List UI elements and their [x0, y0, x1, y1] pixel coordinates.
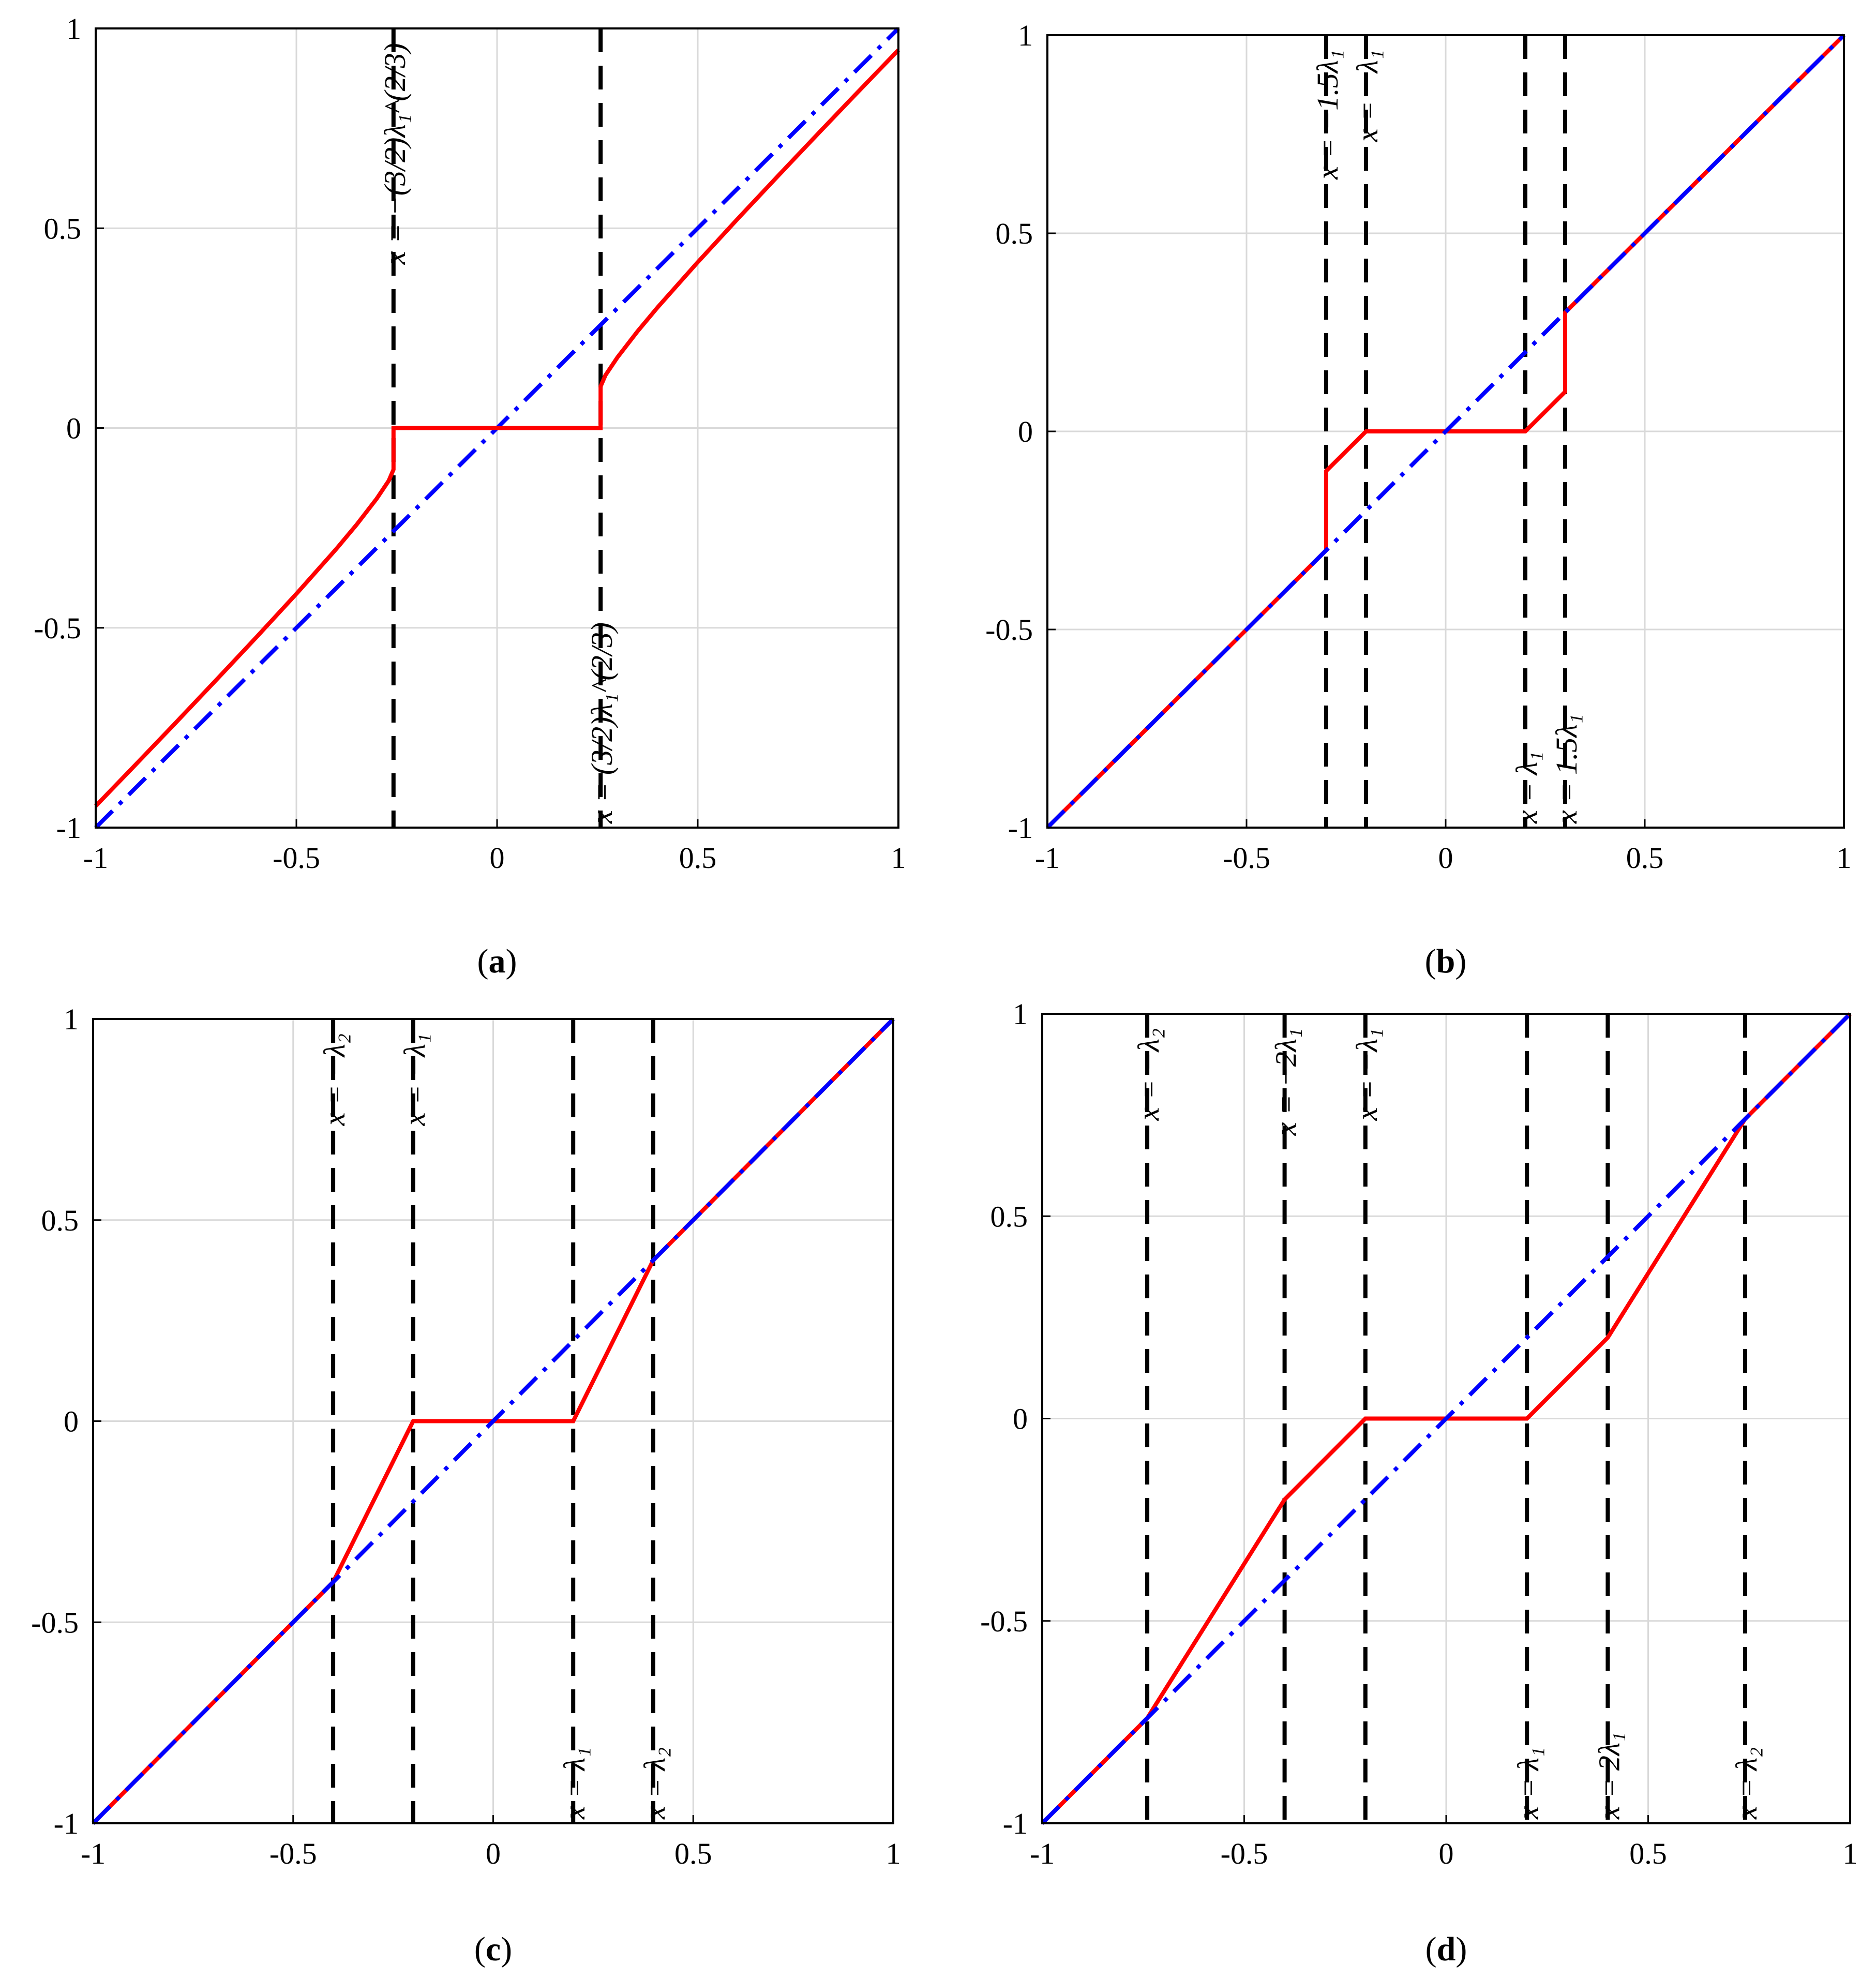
panel-a: -1-1 -0.5 -0.5 0 0 0.5 0.5 1 1 x = −(3/2)λ₁^(2/3)… — [34, 12, 906, 980]
x-tick-label: 0.5 — [1626, 841, 1664, 875]
y-tick-label: -0.5 — [34, 611, 81, 645]
threshold-label: x = λ₂ — [1730, 1747, 1763, 1820]
x-tick-label: -0.5 — [269, 1837, 317, 1870]
x-tick-label: -1 — [1030, 1837, 1055, 1870]
threshold-label: x = −1.5λ₁ — [1311, 50, 1344, 180]
x-tick-label: 1 — [1837, 841, 1852, 875]
x-tick-label: 0.5 — [1629, 1837, 1667, 1870]
x-tick-label: 1 — [891, 841, 906, 875]
x-tick-label: -0.5 — [1223, 841, 1270, 875]
y-tick-label: 0.5 — [41, 1204, 79, 1237]
y-tick-label: 0 — [1013, 1402, 1028, 1436]
threshold-label: x = −λ₁ — [1350, 50, 1384, 142]
x-tick-label: -1 — [1035, 841, 1060, 875]
y-tick-label: -1 — [56, 811, 81, 845]
y-tick-label: -0.5 — [31, 1606, 79, 1639]
x-tick-label: 0 — [490, 841, 505, 875]
y-tick-label: -1 — [54, 1807, 79, 1840]
y-tick-label: -1 — [1003, 1807, 1028, 1840]
y-tick-label: 1 — [1018, 19, 1033, 52]
panel-d: -1-1 -0.5 -0.5 0 0 0.5 0.5 1 1 x = −λ₂ x = −2λ₁ x =… — [980, 997, 1857, 1968]
threshold-label: x = −λ₂ — [318, 1033, 351, 1126]
y-tick-label: -0.5 — [980, 1605, 1028, 1638]
y-tick-label: 0.5 — [990, 1200, 1028, 1233]
threshold-label: x = −2λ₁ — [1269, 1028, 1303, 1136]
panel-caption: (c) — [474, 1930, 512, 1968]
x-tick-label: -0.5 — [1221, 1837, 1268, 1870]
series-identity-line — [1046, 34, 1845, 829]
threshold-label: x = −λ₁ — [1350, 1028, 1384, 1121]
threshold-label: x = 2λ₁ — [1592, 1732, 1626, 1820]
y-tick-label: 0 — [66, 412, 81, 445]
threshold-label: x = λ₁ — [1510, 752, 1543, 824]
panel-caption: (d) — [1425, 1930, 1467, 1968]
series-identity-line — [1041, 1012, 1852, 1825]
y-tick-label: -1 — [1008, 811, 1033, 845]
y-tick-label: 0.5 — [44, 212, 82, 245]
panel-b: -1-1 -0.5 -0.5 0 0 0.5 0.5 1 1 x = −1.5λ₁ x = −λ₁ x… — [985, 19, 1851, 980]
series-threshold-function — [94, 48, 900, 808]
y-tick-label: 1 — [66, 12, 81, 46]
x-tick-label: 1 — [886, 1837, 901, 1870]
panel-caption: (a) — [477, 942, 517, 980]
y-tick-label: 0.5 — [996, 217, 1033, 250]
threshold-label: x = (3/2)λ₁^(2/3) — [585, 622, 619, 824]
threshold-label: x = 1.5λ₁ — [1550, 714, 1583, 824]
x-tick-label: 0 — [1439, 1837, 1454, 1870]
x-tick-label: 0 — [1438, 841, 1453, 875]
x-tick-label: -0.5 — [273, 841, 320, 875]
series-identity-line — [92, 1017, 895, 1825]
x-tick-label: 0.5 — [679, 841, 717, 875]
x-tick-label: -1 — [81, 1837, 106, 1870]
y-tick-label: 1 — [64, 1002, 79, 1036]
y-tick-label: 0 — [1018, 415, 1033, 448]
x-tick-label: 0 — [486, 1837, 501, 1870]
x-tick-label: 0.5 — [674, 1837, 712, 1870]
threshold-label: x = −λ₂ — [1132, 1028, 1165, 1121]
y-tick-label: -0.5 — [985, 613, 1033, 647]
threshold-label: x = λ₁ — [1511, 1747, 1545, 1820]
y-tick-label: 1 — [1013, 997, 1028, 1031]
x-tick-label: 1 — [1843, 1837, 1858, 1870]
threshold-label: x = λ₁ — [558, 1747, 591, 1820]
panel-c: -1-1 -0.5 -0.5 0 0 0.5 0.5 1 1 x = −λ₂ x = −λ₁ x = … — [31, 1002, 901, 1968]
threshold-label: x = λ₂ — [638, 1747, 671, 1820]
x-tick-label: -1 — [83, 841, 108, 875]
threshold-label: x = −(3/2)λ₁^(2/3) — [378, 43, 412, 265]
panel-caption: (b) — [1425, 942, 1467, 980]
y-tick-label: 0 — [64, 1405, 79, 1438]
threshold-label: x = −λ₁ — [398, 1033, 431, 1126]
